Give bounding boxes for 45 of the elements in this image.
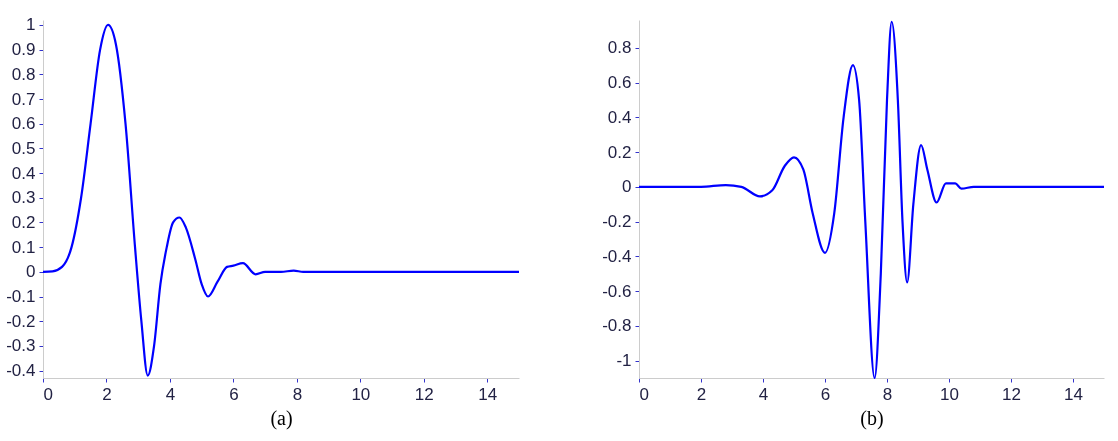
y-tick-label: -0.4 xyxy=(602,246,632,266)
line-series xyxy=(637,20,1106,380)
y-tick-label: -0.4 xyxy=(6,361,36,381)
line-series xyxy=(41,23,521,377)
x-tick-label: 6 xyxy=(229,384,239,404)
y-tick-label: 0.6 xyxy=(607,73,632,93)
x-tick-label: 4 xyxy=(165,384,176,404)
y-tick-label: 0.2 xyxy=(11,212,36,232)
y-tick-label: -0.2 xyxy=(6,311,36,331)
x-tick-label: 2 xyxy=(102,384,112,404)
x-tick-label: 12 xyxy=(1002,384,1021,404)
x-tick-label: 10 xyxy=(351,384,371,404)
y-tick-label: 0.4 xyxy=(607,107,632,127)
x-axis-title: (a) xyxy=(270,406,293,430)
y-tick-label: 0.8 xyxy=(11,64,36,84)
y-tick-label: -0.8 xyxy=(602,316,632,336)
x-tick-label: 14 xyxy=(1064,384,1083,404)
x-tick-label: 10 xyxy=(940,384,959,404)
y-tick-label: -0.1 xyxy=(6,287,36,307)
x-tick-label: 8 xyxy=(292,384,303,404)
y-tick-label: -0.3 xyxy=(6,336,36,356)
x-tick-label: 8 xyxy=(882,384,893,404)
y-tick-label: 0.6 xyxy=(11,114,36,134)
y-tick-label: 0 xyxy=(622,177,632,197)
y-tick-label: -0.6 xyxy=(602,281,632,301)
x-tick-label: 0 xyxy=(639,384,649,404)
y-tick-label: -0.2 xyxy=(602,212,632,232)
y-tick-label: 0.8 xyxy=(607,38,632,58)
y-tick-label: 0.5 xyxy=(11,138,36,158)
y-tick-label: -1 xyxy=(616,351,632,371)
x-axis-title: (b) xyxy=(860,406,884,430)
x-tick-label: 0 xyxy=(43,384,53,404)
x-tick-label: 12 xyxy=(414,384,434,404)
y-tick-label: 0.1 xyxy=(11,237,36,257)
y-tick-label: 1 xyxy=(26,15,36,35)
y-tick-label: 0.2 xyxy=(607,142,632,162)
y-tick-label: 0.4 xyxy=(11,163,36,183)
x-tick-label: 2 xyxy=(696,384,707,404)
x-tick-label: 6 xyxy=(820,384,831,404)
x-tick-label: 14 xyxy=(478,384,498,404)
y-tick-label: 0.7 xyxy=(11,89,36,109)
y-tick-label: 0 xyxy=(26,262,36,282)
y-tick-label: 0.9 xyxy=(11,40,36,60)
x-tick-label: 4 xyxy=(758,384,769,404)
y-tick-label: 0.3 xyxy=(11,188,36,208)
